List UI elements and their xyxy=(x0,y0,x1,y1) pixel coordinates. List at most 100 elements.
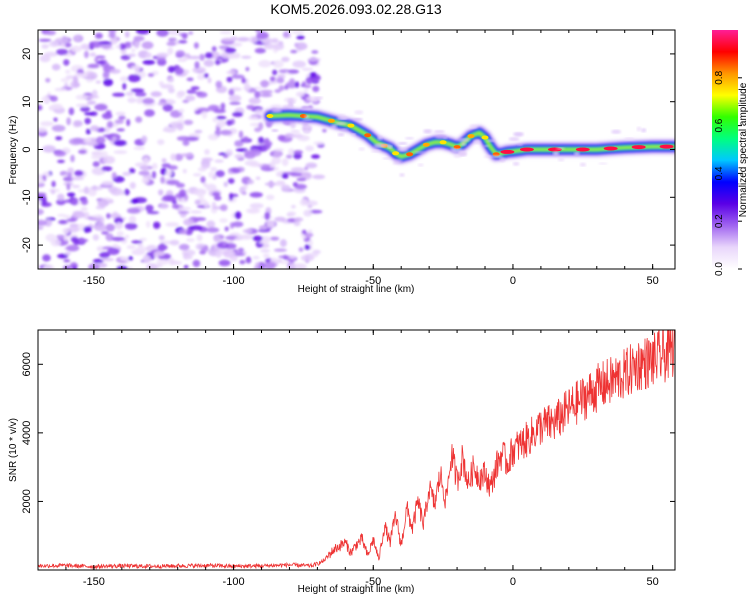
noise-blob xyxy=(142,255,152,264)
noise-blob xyxy=(190,86,200,90)
y-tick-label: 10 xyxy=(21,96,33,108)
noise-blob xyxy=(66,192,76,197)
snr-x-axis: -150 -100 -50 0 50 xyxy=(37,330,659,588)
noise-blob xyxy=(73,36,81,41)
noise-blob xyxy=(86,79,94,83)
noise-blob xyxy=(56,48,69,56)
noise-blob xyxy=(303,209,313,217)
noise-blob xyxy=(116,128,125,132)
noise-blob xyxy=(198,193,205,200)
noise-blob xyxy=(38,38,52,42)
noise-blob xyxy=(194,199,201,205)
noise-blob xyxy=(40,202,52,208)
noise-blob xyxy=(237,37,250,42)
noise-blob xyxy=(77,238,89,243)
ridge-scatter-blob xyxy=(353,117,363,121)
noise-blob xyxy=(258,122,264,130)
x-tick-label: 0 xyxy=(510,275,516,287)
noise-blob xyxy=(192,173,202,177)
noise-blob xyxy=(66,117,71,126)
noise-blob xyxy=(307,229,313,233)
noise-blob xyxy=(249,203,264,209)
noise-blob xyxy=(40,121,54,127)
noise-blob xyxy=(212,191,221,197)
noise-blob xyxy=(158,235,165,241)
noise-blob xyxy=(180,153,194,157)
snr-frame xyxy=(37,329,676,571)
noise-blob xyxy=(266,143,271,150)
noise-blob xyxy=(298,247,304,252)
ridge-scatter-blob xyxy=(315,96,323,100)
noise-blob xyxy=(286,264,297,269)
noise-blob xyxy=(203,73,209,79)
noise-blob xyxy=(38,208,44,216)
noise-blob xyxy=(175,50,186,58)
ridge-hotspot xyxy=(266,114,274,118)
noise-blob xyxy=(127,97,137,103)
noise-blob xyxy=(304,232,314,238)
noise-blob xyxy=(291,204,296,209)
noise-blob xyxy=(243,83,251,92)
noise-blob xyxy=(293,150,303,155)
noise-blob xyxy=(311,50,319,54)
ridge-hotspot xyxy=(453,145,461,150)
noise-blob xyxy=(114,119,124,124)
noise-blob xyxy=(160,167,167,176)
ridge-hotspot xyxy=(467,134,475,139)
noise-blob xyxy=(38,219,48,226)
noise-blob xyxy=(277,134,286,141)
noise-blob xyxy=(101,231,109,235)
noise-blob xyxy=(214,59,221,65)
ridge-scatter-blob xyxy=(469,124,478,129)
noise-blob xyxy=(142,59,156,65)
noise-blob xyxy=(219,30,233,35)
noise-blob xyxy=(101,166,113,172)
noise-blob xyxy=(66,244,80,252)
colorbar: 0.0 0.2 0.4 0.6 0.8 Normalized spectral ampl… xyxy=(712,30,749,276)
noise-blob xyxy=(101,257,114,262)
spectrogram-x-axis: -150 -100 -50 0 50 xyxy=(37,30,659,287)
ridge-scatter-blob xyxy=(414,151,426,154)
noise-blob xyxy=(301,229,307,235)
noise-blob xyxy=(57,193,65,201)
noise-blob xyxy=(101,180,114,186)
noise-blob xyxy=(157,101,168,106)
ridge-scatter-blob xyxy=(304,115,310,119)
noise-blob xyxy=(178,108,185,114)
noise-blob xyxy=(207,133,219,141)
noise-blob xyxy=(294,183,307,190)
noise-blob xyxy=(293,221,301,227)
spectrogram-ridge-layer xyxy=(261,96,675,177)
noise-blob xyxy=(228,94,242,102)
snr-series-line xyxy=(38,330,675,570)
noise-blob xyxy=(102,71,110,78)
noise-blob xyxy=(186,231,193,236)
noise-blob xyxy=(249,162,263,167)
noise-blob xyxy=(206,220,216,228)
noise-blob xyxy=(312,85,320,93)
noise-blob xyxy=(96,221,105,229)
noise-blob xyxy=(71,176,84,181)
noise-blob xyxy=(111,136,117,142)
noise-blob xyxy=(45,78,51,83)
noise-blob xyxy=(195,91,204,95)
noise-blob xyxy=(193,42,199,49)
noise-blob xyxy=(63,214,71,219)
noise-blob xyxy=(156,30,169,37)
noise-blob xyxy=(286,154,293,159)
ridge-hotspot xyxy=(519,147,534,152)
noise-blob xyxy=(135,116,143,123)
noise-blob xyxy=(274,89,281,93)
noise-blob xyxy=(241,235,253,239)
noise-blob xyxy=(55,136,63,141)
noise-blob xyxy=(266,220,276,228)
noise-blob xyxy=(218,259,231,267)
ridge-hotspot xyxy=(347,123,355,128)
noise-blob xyxy=(298,171,312,179)
noise-blob xyxy=(296,177,307,182)
noise-blob xyxy=(42,254,51,262)
ridge-hotspot xyxy=(631,145,646,150)
noise-blob xyxy=(289,78,296,85)
noise-blob xyxy=(300,254,315,262)
noise-blob xyxy=(131,240,143,244)
